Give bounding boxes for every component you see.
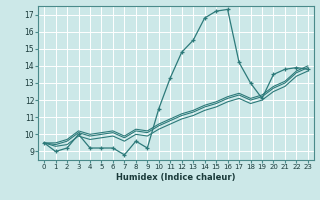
X-axis label: Humidex (Indice chaleur): Humidex (Indice chaleur) (116, 173, 236, 182)
